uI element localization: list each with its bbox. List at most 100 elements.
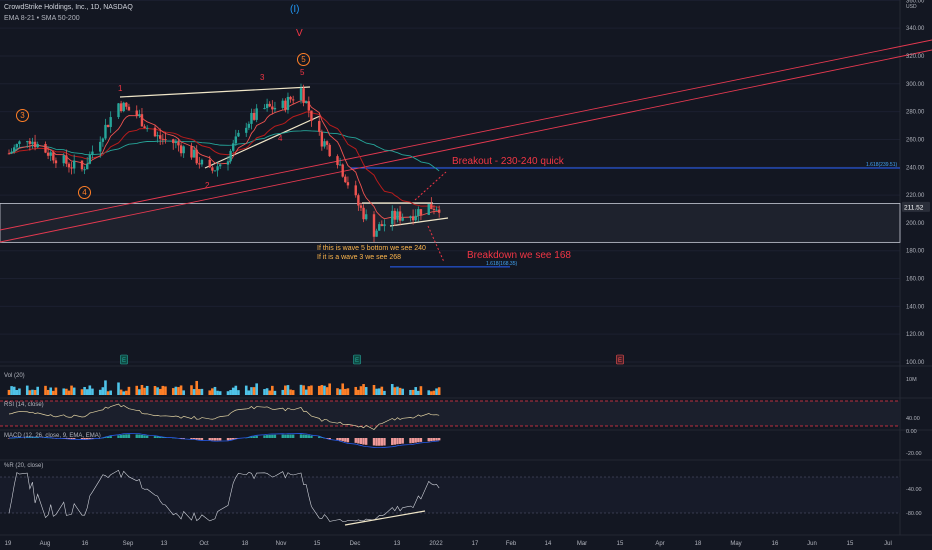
volume-bar (390, 384, 394, 395)
candle-body (364, 214, 368, 220)
rsi-tick-label: 40.00 (906, 416, 920, 422)
volume-pane: 10M (7, 377, 917, 395)
candle-body (323, 141, 326, 147)
macd-histogram-bar (250, 436, 253, 438)
macd-histogram-bar (109, 436, 112, 438)
candle-body (164, 139, 167, 141)
macd-histogram-bar (208, 438, 211, 441)
macd-histogram-bar (190, 438, 193, 440)
macd-histogram-bar (218, 438, 222, 441)
volume-bar (171, 388, 175, 395)
time-tick-label: Oct (199, 541, 209, 547)
macd-histogram-bar (65, 438, 68, 439)
rsi-label: RSI (14, close) (4, 402, 44, 408)
candle-body (245, 127, 248, 133)
volume-bar (354, 386, 358, 395)
williams-tick-label: -40.00 (906, 487, 922, 493)
macd-histogram-bar (229, 438, 232, 440)
circled-wave-5: 5 (297, 53, 310, 66)
candle-body (252, 112, 256, 120)
volume-bar (320, 385, 324, 395)
candle-body (104, 124, 107, 139)
range-box-rect (0, 203, 901, 243)
range-support-line (389, 217, 449, 227)
candle-body (435, 209, 438, 211)
candle-body (338, 164, 342, 166)
volume-bar (255, 383, 258, 395)
last-price-tag (902, 201, 930, 212)
candle-body (310, 110, 313, 122)
macd-histogram-bar (271, 434, 274, 438)
symbol-title: CrowdStrike Holdings, Inc., 1D, NASDAQ (4, 4, 133, 11)
volume-bar (46, 389, 50, 395)
candle-body (229, 150, 232, 162)
candle-body (46, 152, 50, 156)
macd-histogram-bar (427, 438, 430, 442)
volume-bar (291, 390, 295, 395)
time-tick-label: Nov (276, 541, 287, 547)
macd-label: MACD (12, 26, close, 9, EMA, EMA) (4, 433, 101, 439)
candle-body (143, 126, 146, 129)
volume-bar (364, 387, 368, 395)
volume-bar (328, 383, 331, 395)
volume-bar (98, 389, 102, 395)
candle-body (182, 146, 185, 154)
earnings-marker-label: E (355, 358, 359, 364)
candle-body (125, 102, 128, 107)
price-tick-label: 180.00 (906, 249, 925, 255)
macd-histogram-bar (328, 438, 331, 440)
time-tick-label: 15 (617, 541, 624, 547)
candle-body (161, 138, 165, 140)
candle-body (52, 152, 55, 161)
volume-bar (409, 389, 412, 395)
volume-bar (109, 390, 112, 395)
time-tick-label: 18 (242, 541, 249, 547)
volume-bar (396, 386, 399, 395)
candle-body (268, 103, 271, 107)
macd-histogram-bar (198, 438, 201, 440)
candle-body (401, 217, 404, 221)
volume-bar (36, 386, 39, 395)
candle-body (156, 135, 159, 137)
channel-line-upper (0, 49, 932, 243)
range-box (0, 167, 901, 268)
macd-histogram-bar (344, 438, 347, 442)
time-tick-label: 13 (161, 541, 168, 547)
macd-histogram-bar (122, 434, 125, 438)
volume-bar (414, 387, 418, 395)
rsi-line (8, 403, 440, 430)
macd-histogram-bar (419, 438, 423, 442)
macd-histogram-bar (401, 438, 404, 444)
volume-bar (125, 390, 128, 395)
volume-bar (65, 388, 68, 395)
volume-bar (143, 387, 146, 395)
volume-bar (286, 385, 290, 395)
price-tick-label: 100.00 (906, 360, 925, 366)
volume-bar (216, 390, 219, 395)
candle-body (411, 216, 415, 221)
volume-bar (7, 389, 11, 395)
time-axis: 19 Aug 16 Sep 13 Oct 18 Nov 15 Dec 13 2022 17 Feb 14 Ma… (5, 541, 892, 547)
volume-bar (289, 389, 292, 395)
indicators-legend[interactable]: EMA 8-21 • SMA 50-200 (4, 15, 80, 22)
candle-body (138, 114, 141, 117)
volume-bar (310, 385, 313, 395)
volume-bar (18, 388, 21, 395)
wave-v-label: V (296, 28, 303, 39)
williams-line (8, 469, 440, 522)
candle-body (341, 164, 344, 177)
candle-body (286, 96, 290, 110)
candle-body (380, 224, 384, 227)
circled-wave-4: 4 (78, 186, 91, 199)
time-tick-label: 15 (314, 541, 321, 547)
volume-bar (158, 388, 162, 395)
volume-bar (190, 385, 193, 395)
macd-histogram-bar (383, 438, 386, 446)
volume-bar (15, 389, 19, 395)
macd-histogram-bar (325, 438, 329, 439)
volume-bar (161, 385, 165, 395)
volume-bar (265, 388, 269, 395)
price-tick-label: 260.00 (906, 137, 925, 143)
volume-bar (72, 387, 76, 395)
